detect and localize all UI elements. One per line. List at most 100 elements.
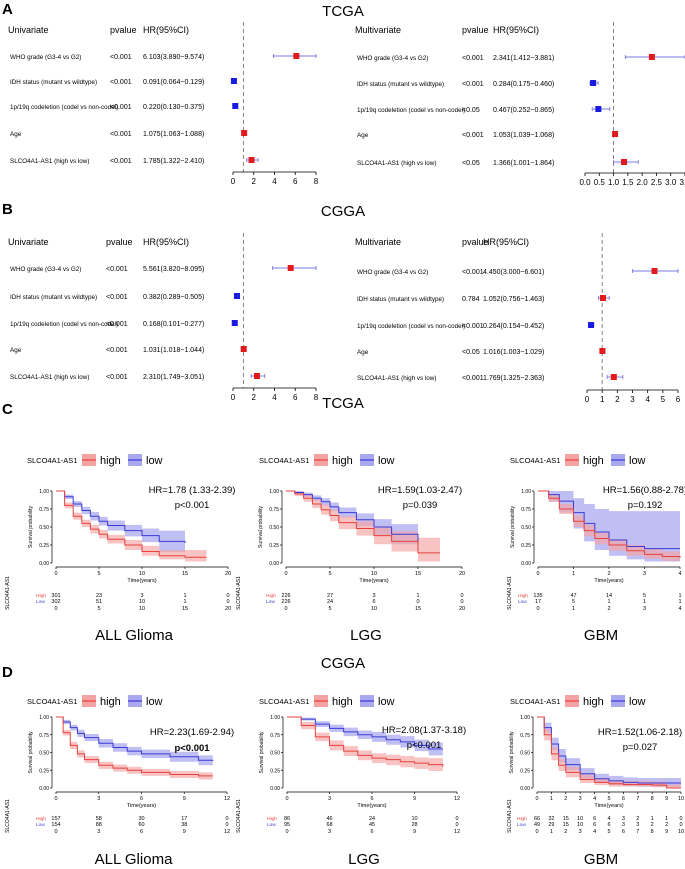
km-x-tick-label: 1 <box>550 796 553 802</box>
km-y-tick-label: 0.75 <box>39 733 49 739</box>
forest-hr-box <box>595 106 602 112</box>
km-high-curve <box>56 716 213 777</box>
forest-pvalue-header: pvalue <box>462 25 489 35</box>
km-risk-high-count: 0 <box>455 816 458 822</box>
km-low-ci-band <box>286 491 418 556</box>
forest-pvalue-header: pvalue <box>462 237 489 247</box>
km-plot-c-all: SLCO4A1-AS1 high low 1.00 0.75 0.50 0.25 0.00 0 5… <box>5 454 235 644</box>
km-risk-high-count: 3 <box>622 816 625 822</box>
forest-x-tick-label: 1.0 <box>608 178 620 187</box>
forest-x-tick-label: 6 <box>676 395 681 404</box>
km-risk-low-count: 28 <box>411 822 417 828</box>
km-risk-time-label: 3 <box>97 829 100 835</box>
km-x-axis-label: Time(years) <box>359 578 388 584</box>
forest-hr-box <box>233 293 240 299</box>
km-risk-time-label: 20 <box>459 606 465 612</box>
km-cohort-title: LGG <box>348 851 380 868</box>
forest-x-tick-label: 1.5 <box>622 178 634 187</box>
km-risk-low-count: 17 <box>535 599 541 605</box>
forest-row-pvalue: <0.001 <box>462 323 484 330</box>
forest-x-tick-label: 2 <box>252 393 257 402</box>
km-legend-low-label: low <box>146 696 163 708</box>
forest-model-header: Univariate <box>8 25 49 35</box>
forest-x-tick-label: 5 <box>661 395 666 404</box>
km-x-tick-label: 9 <box>665 796 668 802</box>
km-risk-time-label: 0 <box>284 606 287 612</box>
km-risk-high-count: 5 <box>643 593 646 599</box>
km-risk-low-count: 95 <box>284 822 290 828</box>
km-risk-time-label: 0 <box>54 829 57 835</box>
panel-letter-b: B <box>2 201 13 218</box>
km-risk-time-label: 4 <box>593 829 596 835</box>
km-x-tick-label: 12 <box>454 796 460 802</box>
km-risk-low-count: 38 <box>181 822 187 828</box>
km-p-text: p=0.039 <box>403 500 438 511</box>
km-x-tick-label: 6 <box>622 796 625 802</box>
km-legend-title: SLCO4A1-AS1 <box>27 697 77 706</box>
forest-row-label: WHO grade (G3-4 vs G2) <box>10 54 81 61</box>
km-risk-time-label: 10 <box>678 829 684 835</box>
km-risk-low-count: 49 <box>534 822 540 828</box>
forest-x-tick-label: 3 <box>630 395 635 404</box>
forest-x-tick-label: 4 <box>272 177 277 186</box>
forest-row-pvalue: <0.001 <box>462 132 484 139</box>
km-risk-time-label: 1 <box>572 606 575 612</box>
forest-hr-header: HR(95%CI) <box>143 237 189 247</box>
km-y-axis-label: Survival probability <box>259 731 265 773</box>
km-risk-high-count: 24 <box>369 816 375 822</box>
forest-row-hr: 2.341(1.412~3.881) <box>493 55 554 62</box>
forest-row-pvalue: <0.001 <box>106 347 128 354</box>
km-y-axis-label: Survival probability <box>258 506 264 548</box>
forest-hr-box <box>232 103 239 109</box>
km-risk-high-count: 46 <box>326 816 332 822</box>
km-y-tick-label: 0.00 <box>520 786 530 792</box>
km-risk-high-label: High <box>266 593 276 599</box>
km-risk-high-count: 1 <box>416 593 419 599</box>
km-risk-high-count: 17 <box>181 816 187 822</box>
km-risk-high-count: 1 <box>183 593 186 599</box>
km-legend-low-label: low <box>629 455 646 467</box>
km-risk-high-count: 157 <box>51 816 60 822</box>
forest-row-pvalue: <0.001 <box>462 375 484 382</box>
km-risk-time-label: 6 <box>622 829 625 835</box>
km-y-tick-label: 0.50 <box>39 751 49 757</box>
km-risk-high-count: 86 <box>284 816 290 822</box>
forest-pvalue-header: pvalue <box>110 25 137 35</box>
km-risk-high-count: 0 <box>226 593 229 599</box>
forest-hr-box <box>293 53 300 59</box>
forest-row-pvalue: <0.001 <box>462 81 484 88</box>
forest-row-pvalue: <0.001 <box>462 55 484 62</box>
forest-row-label: SLCO4A1-AS1 (high vs low) <box>10 374 89 381</box>
km-risk-high-count: 58 <box>96 816 102 822</box>
km-y-tick-label: 0.50 <box>270 751 280 757</box>
forest-hr-box <box>651 268 658 274</box>
km-legend-low-label: low <box>629 696 646 708</box>
forest-hr-box <box>248 157 255 163</box>
km-x-axis-label: Time(years) <box>127 803 156 809</box>
km-risk-high-count: 6 <box>593 816 596 822</box>
forest-row-hr: 1.053(1.039~1.068) <box>493 132 554 139</box>
forest-hr-box <box>287 265 294 271</box>
km-risk-low-count: 45 <box>369 822 375 828</box>
forest-pvalue-header: pvalue <box>106 237 133 247</box>
km-low-curve <box>538 490 680 550</box>
forest-x-tick-label: 6 <box>293 393 298 402</box>
km-risk-time-label: 5 <box>607 829 610 835</box>
km-risk-time-label: 15 <box>182 606 188 612</box>
km-risk-time-label: 12 <box>454 829 460 835</box>
km-y-tick-label: 1.00 <box>270 715 280 721</box>
km-low-curve <box>287 716 443 750</box>
forest-hr-box <box>241 130 248 136</box>
km-x-tick-label: 6 <box>140 796 143 802</box>
km-y-tick-label: 0.50 <box>521 525 531 531</box>
forest-row-pvalue: <0.05 <box>462 107 480 114</box>
km-legend-low-label: low <box>378 455 395 467</box>
km-risk-time-label: 9 <box>665 829 668 835</box>
km-risk-high-count: 3 <box>140 593 143 599</box>
km-risk-low-label: Low <box>267 822 276 828</box>
km-risk-high-count: 32 <box>548 816 554 822</box>
km-high-curve <box>538 490 681 558</box>
km-hr-text: HR=1.52(1.06-2.18) <box>598 727 682 738</box>
km-y-tick-label: 0.75 <box>521 507 531 513</box>
km-risk-time-label: 3 <box>328 829 331 835</box>
